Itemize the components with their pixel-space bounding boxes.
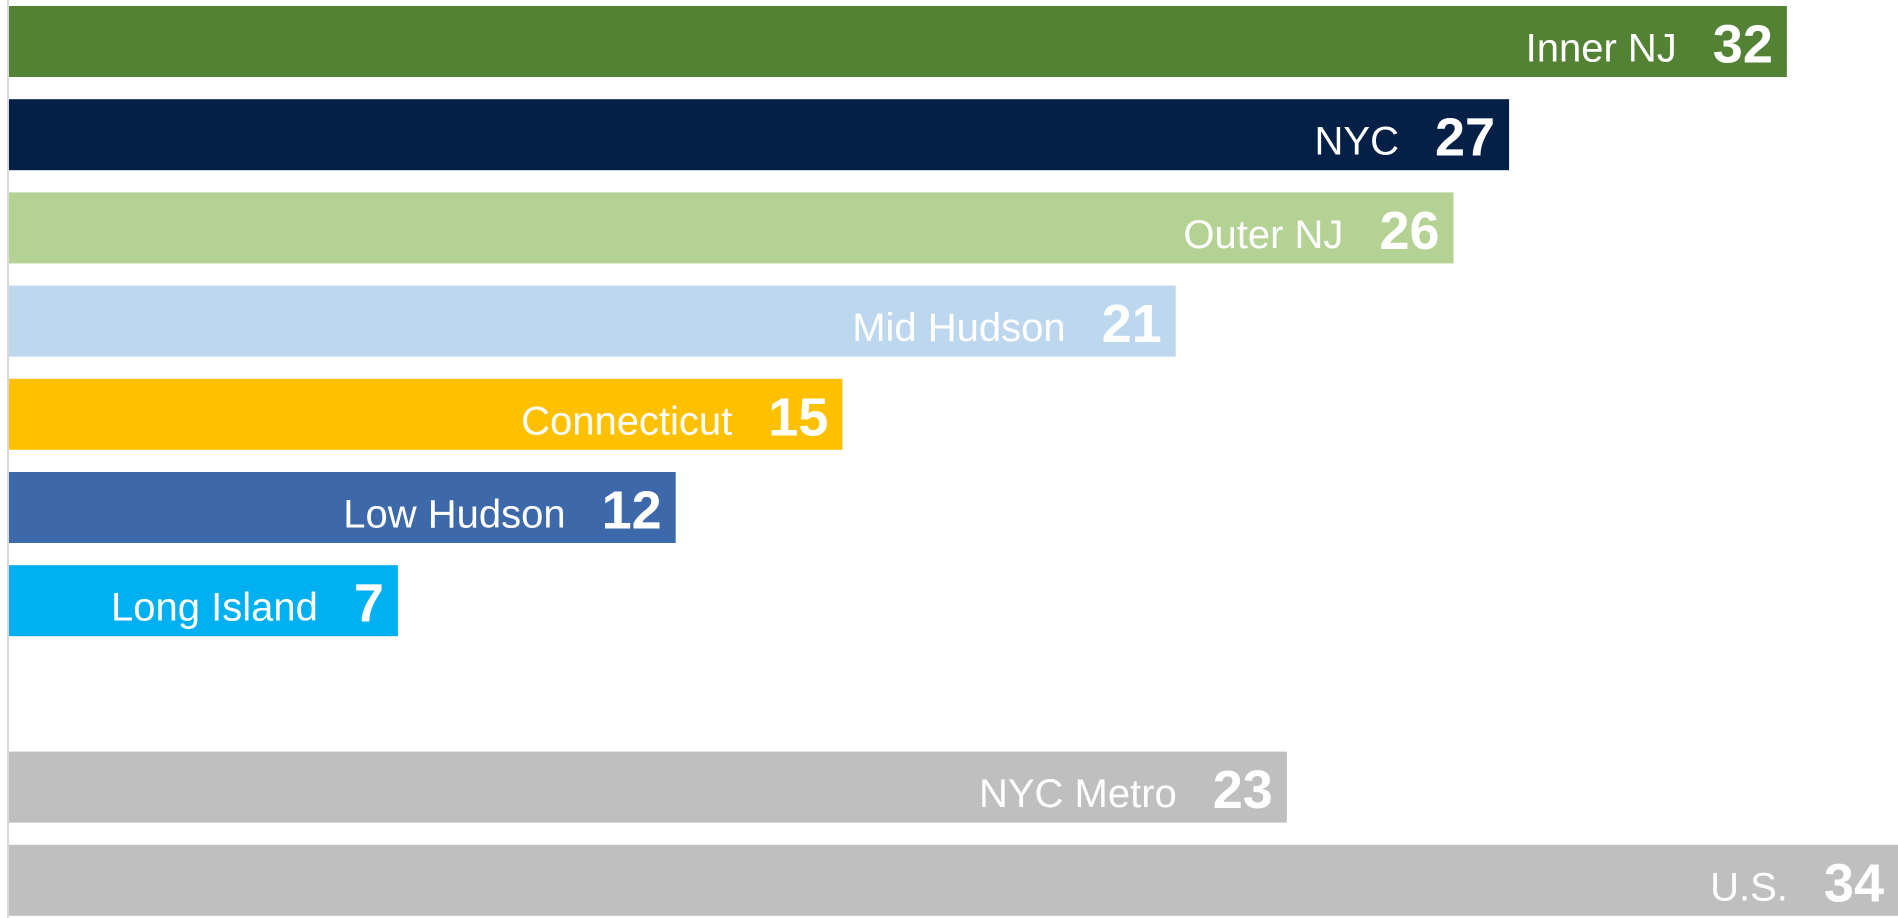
bar [9,192,1454,264]
bar [9,285,1176,357]
category-label: NYC Metro [979,772,1177,816]
category-label: Mid Hudson [852,306,1065,350]
bar [9,472,676,543]
bar [9,378,843,450]
category-label: Connecticut [521,399,732,443]
bar [9,844,1898,916]
bar [9,99,1510,171]
category-label: U.S. [1710,865,1788,909]
bar [9,751,1287,823]
value-label: 15 [768,387,828,447]
value-label: 26 [1379,201,1439,261]
category-label: Inner NJ [1526,27,1677,71]
value-label: 34 [1824,853,1884,913]
category-label: Long Island [111,586,318,630]
category-label: NYC [1315,120,1399,164]
value-label: 21 [1102,294,1162,354]
bar [9,6,1787,77]
value-label: 23 [1213,760,1273,820]
value-label: 7 [354,574,384,634]
value-label: 12 [602,481,662,541]
bar [9,565,398,637]
value-label: 32 [1713,15,1773,75]
category-label: Low Hudson [343,493,565,537]
category-label: Outer NJ [1183,213,1343,257]
value-label: 27 [1435,108,1495,168]
